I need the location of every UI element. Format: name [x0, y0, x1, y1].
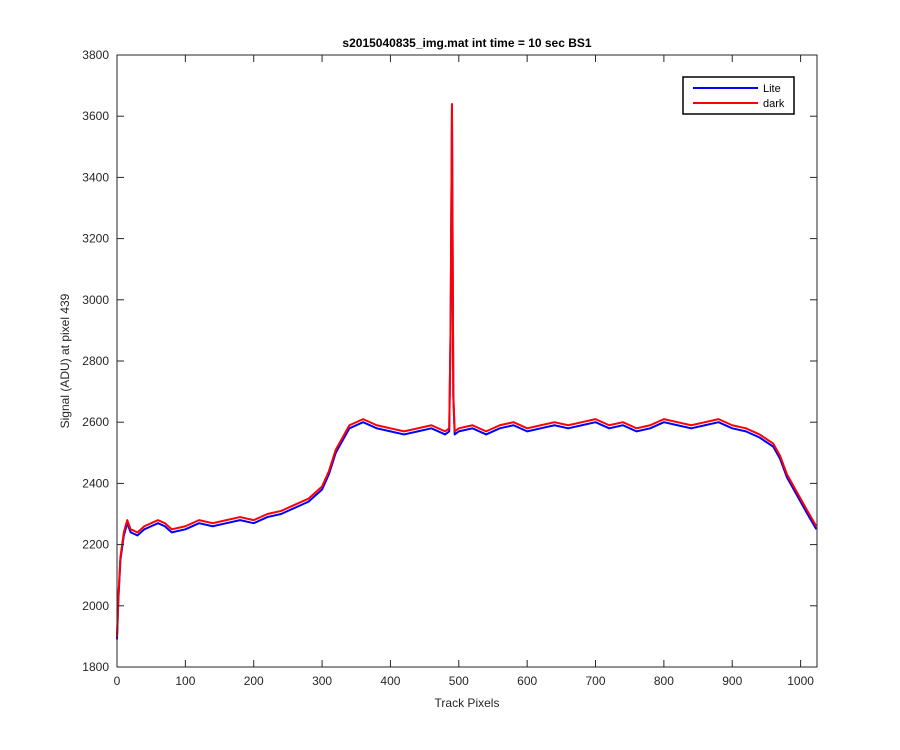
x-tick-label: 0: [114, 674, 121, 688]
y-tick-label: 3800: [82, 48, 109, 62]
y-tick-label: 2400: [82, 476, 109, 490]
x-tick-label: 1000: [787, 674, 814, 688]
y-tick-label: 3200: [82, 232, 109, 246]
y-tick-label: 3600: [82, 109, 109, 123]
legend-label-lite: Lite: [763, 83, 781, 95]
y-tick-label: 2200: [82, 538, 109, 552]
x-tick-label: 600: [517, 674, 537, 688]
y-tick-label: 3000: [82, 293, 109, 307]
ticks-layer: 0 100 200 300 400 500 600 700 800 900 1000 1800 2000…: [82, 48, 817, 688]
legend: Lite dark: [682, 76, 795, 115]
x-tick-label: 800: [654, 674, 674, 688]
y-tick-label: 2600: [82, 415, 109, 429]
x-tick-label: 900: [722, 674, 742, 688]
y-tick-label: 2800: [82, 354, 109, 368]
x-tick-label: 400: [380, 674, 400, 688]
x-tick-label: 100: [175, 674, 195, 688]
y-axis-label: Signal (ADU) at pixel 439: [58, 293, 72, 428]
series-layer: [116, 102, 818, 640]
x-tick-label: 200: [244, 674, 264, 688]
x-tick-label: 700: [586, 674, 606, 688]
x-tick-label: 300: [312, 674, 332, 688]
chart-title: s2015040835_img.mat int time = 10 sec BS…: [342, 36, 591, 50]
y-tick-label: 1800: [82, 660, 109, 674]
legend-box: [682, 76, 795, 115]
series-line-dark: [116, 102, 818, 637]
y-tick-label: 3400: [82, 170, 109, 184]
plot-area: [117, 55, 817, 667]
x-tick-label: 500: [449, 674, 469, 688]
legend-label-dark: dark: [763, 98, 785, 110]
x-axis-label: Track Pixels: [435, 696, 500, 710]
y-tick-label: 2000: [82, 599, 109, 613]
